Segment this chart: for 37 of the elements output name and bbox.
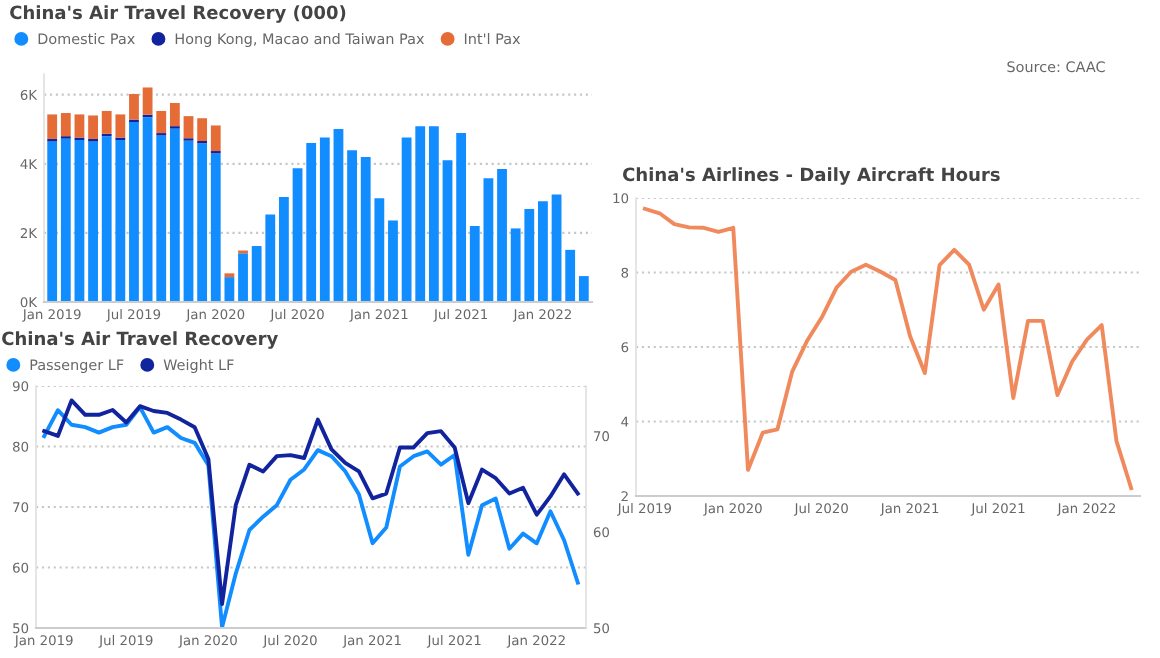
bar bbox=[210, 125, 221, 152]
bar bbox=[88, 115, 98, 139]
bar bbox=[428, 126, 439, 302]
bar bbox=[238, 253, 248, 302]
bar bbox=[183, 116, 194, 139]
bar bbox=[169, 128, 180, 302]
bar bbox=[197, 118, 208, 142]
bar bbox=[60, 113, 71, 137]
bar bbox=[565, 249, 576, 302]
bar bbox=[578, 276, 589, 302]
bar bbox=[306, 143, 317, 302]
bar bbox=[319, 137, 330, 302]
line-series bbox=[642, 206, 1134, 491]
bar bbox=[388, 220, 398, 302]
bar bbox=[74, 114, 85, 138]
bar bbox=[88, 141, 98, 302]
bar bbox=[129, 94, 139, 120]
bar bbox=[183, 140, 194, 302]
bar bbox=[169, 103, 180, 127]
bar bbox=[347, 150, 357, 302]
chart-title: China's Airlines - Daily Aircraft Hours bbox=[622, 167, 1000, 185]
bar bbox=[197, 143, 208, 302]
bar bbox=[60, 138, 71, 302]
bar bbox=[497, 169, 507, 302]
bar bbox=[456, 133, 467, 302]
chart-title: China's Air Travel Recovery (000) bbox=[10, 5, 346, 23]
bar bbox=[442, 160, 453, 302]
bar bbox=[292, 168, 303, 302]
bar bbox=[333, 128, 344, 302]
bar bbox=[538, 201, 548, 302]
bar bbox=[74, 139, 85, 302]
bar bbox=[47, 114, 58, 139]
bar bbox=[279, 196, 289, 302]
bar bbox=[129, 122, 139, 302]
chart-title: China's Air Travel Recovery bbox=[2, 331, 278, 349]
bar bbox=[551, 194, 562, 302]
bar bbox=[47, 141, 58, 302]
